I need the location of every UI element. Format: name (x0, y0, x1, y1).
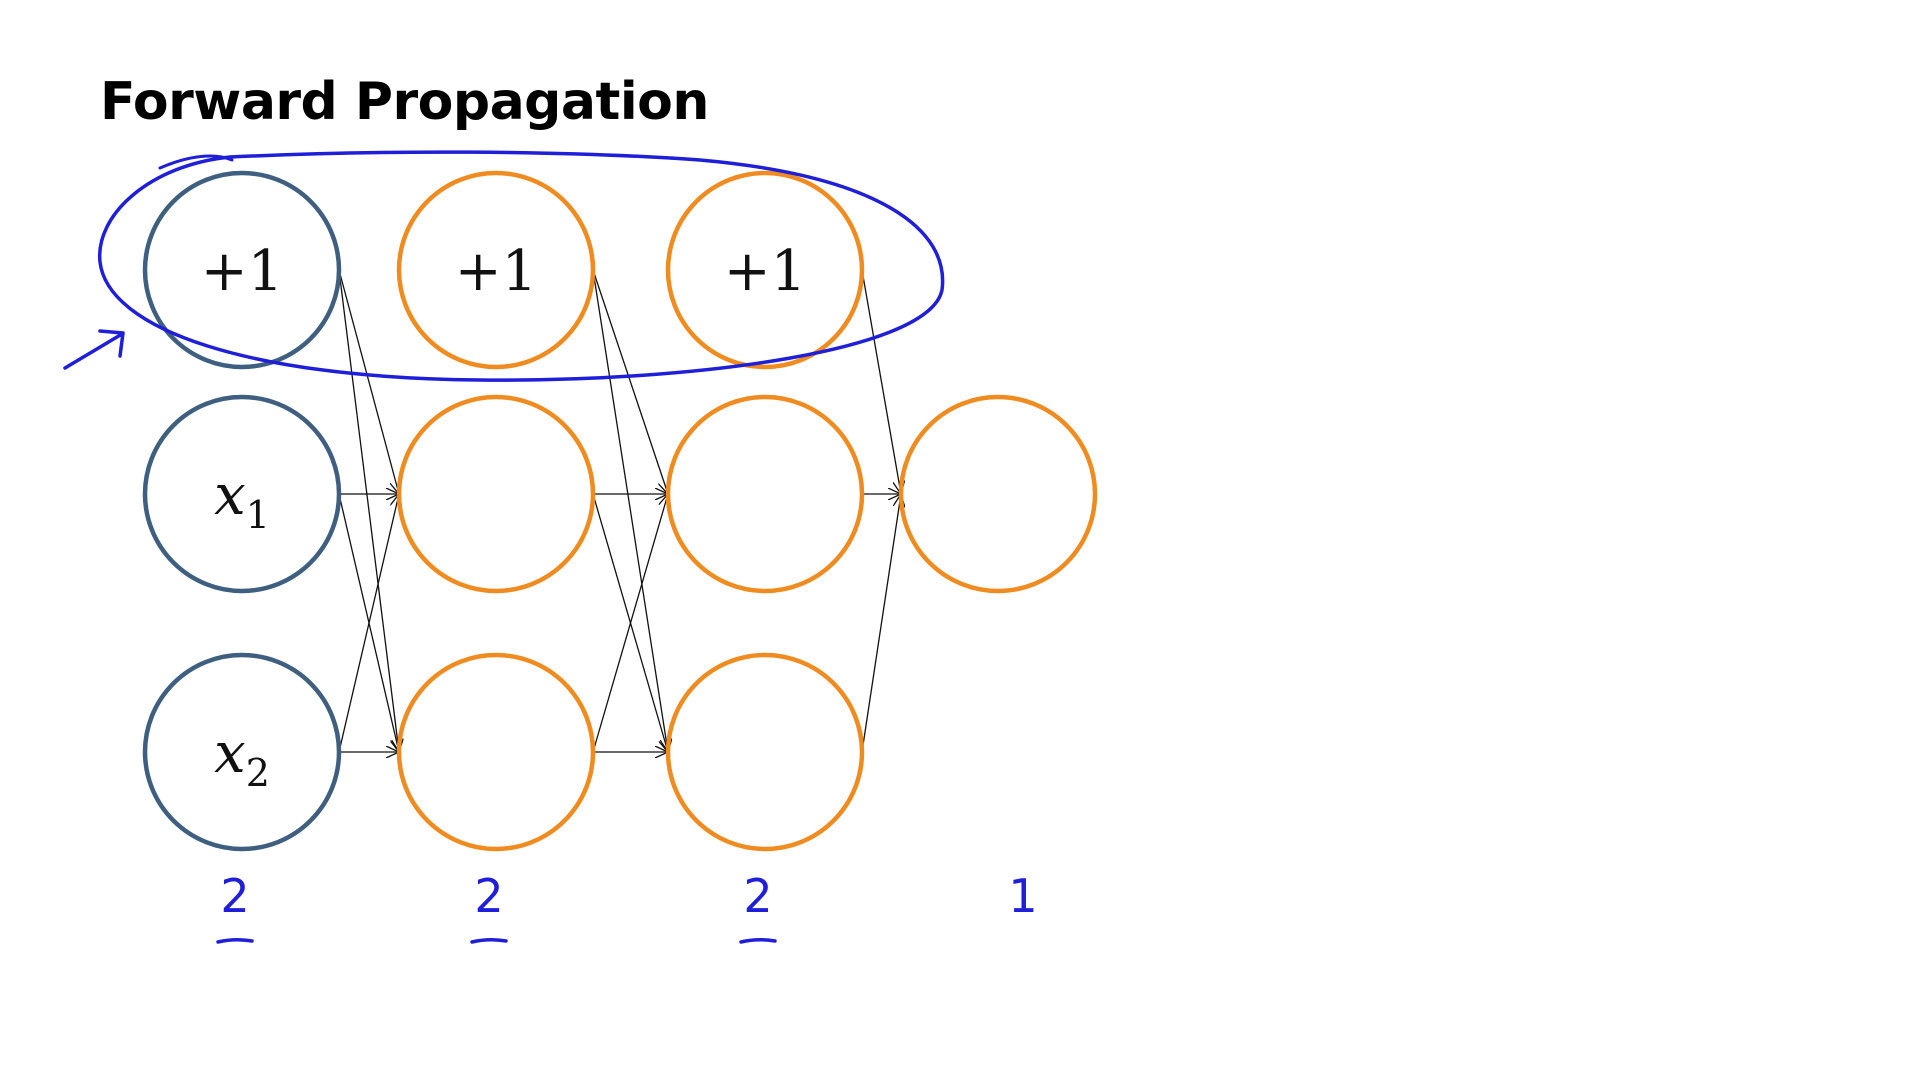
annotations-group: 2 2 2 1 (63, 150, 1038, 944)
connection-h2-bias-to-out-1 (861, 269, 901, 494)
unit-count-underline-3 (739, 937, 777, 944)
node-label-in-bias: +1 (201, 239, 284, 304)
unit-count-layer-3: 2 (743, 869, 772, 923)
node-h1-a2 (396, 652, 596, 852)
connection-in-bias-to-h1-a1 (338, 269, 399, 494)
connection-in-bias-to-h1-a2 (338, 269, 399, 752)
pointer-arrow-icon (63, 329, 125, 370)
node-in-x2 (142, 652, 342, 852)
node-h2-bias (665, 170, 865, 370)
node-label-h2-bias: +1 (724, 239, 807, 304)
unit-count-layer-2: 2 (474, 869, 503, 923)
bias-row-circle (98, 150, 945, 382)
node-label-h1-bias: +1 (455, 239, 538, 304)
node-in-bias (142, 170, 342, 370)
connection-in-x2-to-h1-a1 (338, 494, 399, 753)
slide-title: Forward Propagation (100, 72, 709, 132)
node-h1-bias (396, 170, 596, 370)
unit-count-layer-4: 1 (1008, 869, 1037, 923)
connection-h1-bias-to-h2-a2 (592, 269, 668, 752)
nodes-group: +1 x1 x2 +1 +1 (142, 170, 1098, 852)
node-h2-a2 (665, 652, 865, 852)
connections-group (338, 269, 901, 753)
connection-h1-a2-to-h2-a1 (592, 494, 668, 753)
bias-row-circle-stroke-end (158, 154, 234, 170)
node-label-in-x2: x2 (214, 721, 270, 795)
node-label-in-x1: x1 (214, 463, 270, 537)
connection-h2-a2-to-out-1 (861, 494, 901, 753)
unit-count-underline-1 (216, 937, 254, 944)
connection-h1-bias-to-h2-a1 (592, 269, 668, 494)
node-out-1 (898, 394, 1098, 594)
unit-count-underline-2 (470, 937, 508, 944)
node-h2-a1 (665, 394, 865, 594)
node-in-x1 (142, 394, 342, 594)
unit-count-layer-1: 2 (220, 869, 249, 923)
node-h1-a1 (396, 394, 596, 594)
